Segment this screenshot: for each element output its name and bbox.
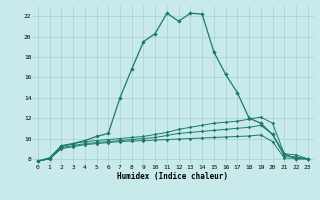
X-axis label: Humidex (Indice chaleur): Humidex (Indice chaleur) xyxy=(117,172,228,181)
